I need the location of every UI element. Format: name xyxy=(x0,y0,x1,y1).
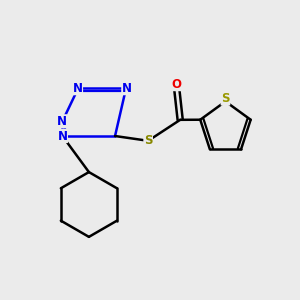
Text: N: N xyxy=(122,82,132,95)
Text: S: S xyxy=(144,134,152,147)
Text: N: N xyxy=(57,115,67,128)
Text: N: N xyxy=(57,130,68,142)
Text: O: O xyxy=(172,78,182,91)
Text: N: N xyxy=(73,82,82,95)
Text: S: S xyxy=(221,92,230,105)
